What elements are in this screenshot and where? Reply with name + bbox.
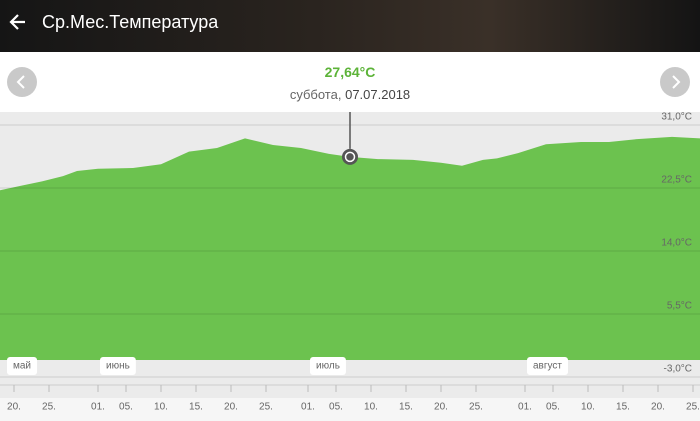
next-icon xyxy=(672,75,681,89)
highlight-ring xyxy=(344,151,356,163)
y-tick-label: -3,0°C xyxy=(664,364,692,375)
header: Ср.Мес.Температура xyxy=(0,0,700,52)
month-box xyxy=(7,357,38,375)
next-button[interactable] xyxy=(660,67,690,97)
x-tick-label: 25. xyxy=(686,402,700,413)
x-tick-label: 01. xyxy=(301,402,315,413)
prev-icon xyxy=(16,75,25,89)
month-label: май xyxy=(7,357,38,375)
x-tick-label: 10. xyxy=(581,402,595,413)
y-tick-label: 31,0°C xyxy=(661,112,692,123)
x-tick-label: 01. xyxy=(518,402,532,413)
month-text: август xyxy=(533,361,562,372)
month-text: июль xyxy=(316,361,340,372)
axis-bg xyxy=(0,398,700,421)
y-tick-label: 14,0°C xyxy=(661,238,692,249)
y-tick-label: 5,5°C xyxy=(667,301,692,312)
x-tick-label: 25. xyxy=(469,402,483,413)
month-text: июнь xyxy=(106,361,130,372)
month-box xyxy=(310,357,346,375)
x-tick-label: 10. xyxy=(364,402,378,413)
x-tick-label: 01. xyxy=(91,402,105,413)
x-tick-label: 20. xyxy=(434,402,448,413)
month-text: май xyxy=(13,361,31,372)
tooltip-date: суббота, 07.07.2018 xyxy=(0,87,700,102)
tooltip-value: 27,64°C xyxy=(324,64,376,80)
month-label: август xyxy=(527,357,568,375)
x-tick-label: 10. xyxy=(154,402,168,413)
month-label: июнь xyxy=(100,357,136,375)
x-tick-label: 25. xyxy=(42,402,56,413)
prev-button[interactable] xyxy=(7,67,37,97)
tooltip-date-text: 07.07.2018 xyxy=(345,87,411,102)
x-tick-label: 15. xyxy=(399,402,413,413)
y-tick-label: 22,5°C xyxy=(661,175,692,186)
highlight-dot xyxy=(348,154,352,159)
month-box xyxy=(527,357,568,375)
title: Ср.Мес.Температура xyxy=(42,12,219,32)
back-button[interactable] xyxy=(9,12,27,32)
area xyxy=(0,136,700,360)
x-tick-label: 20. xyxy=(7,402,21,413)
x-tick-label: 05. xyxy=(546,402,560,413)
x-tick-label: 05. xyxy=(119,402,133,413)
x-tick-label: 15. xyxy=(616,402,630,413)
month-label: июль xyxy=(310,357,346,375)
x-tick-label: 15. xyxy=(189,402,203,413)
x-tick-label: 25. xyxy=(259,402,273,413)
x-tick-label: 20. xyxy=(224,402,238,413)
tooltip: 27,64°C суббота, 07.07.2018 xyxy=(0,52,700,112)
tooltip-weekday: суббота, xyxy=(289,87,342,102)
x-tick-label: 20. xyxy=(651,402,665,413)
month-box xyxy=(100,357,136,375)
x-tick-label: 05. xyxy=(329,402,343,413)
